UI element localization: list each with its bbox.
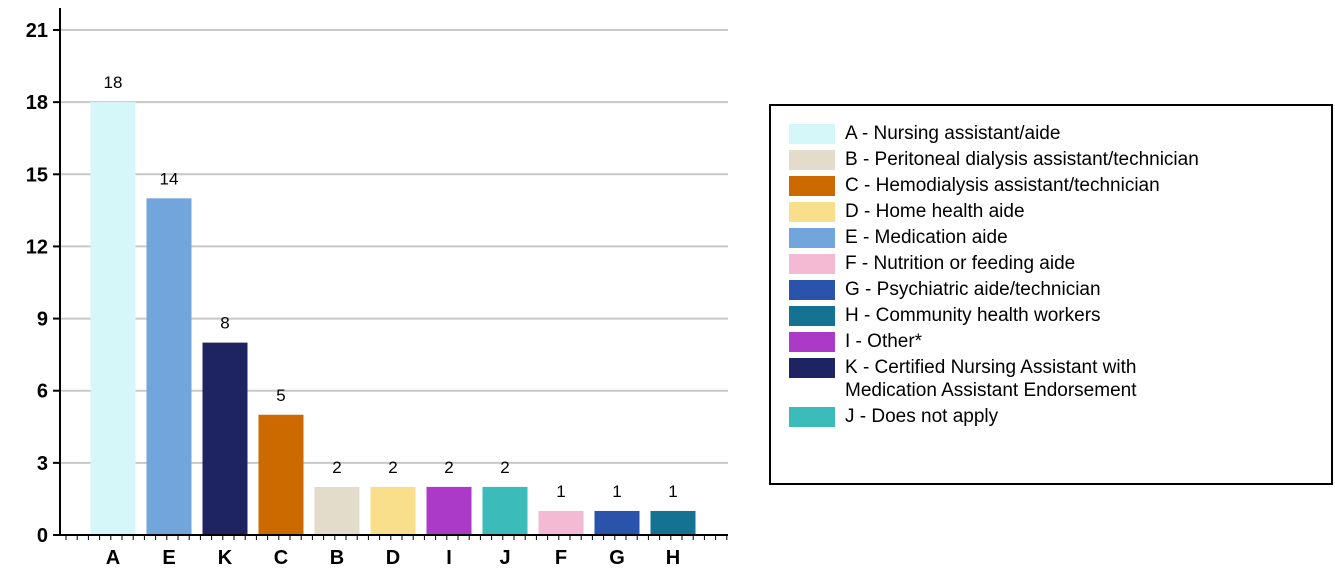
legend-item: D - Home health aide xyxy=(789,200,1331,223)
legend-item: H - Community health workers xyxy=(789,304,1331,327)
y-tick-label: 3 xyxy=(37,453,48,475)
value-labels: 18 14 8 5 2 2 2 2 1 1 1 xyxy=(104,73,678,501)
legend-label: F - Nutrition or feeding aide xyxy=(845,253,1076,274)
x-tick-label: B xyxy=(330,547,344,569)
bar-h xyxy=(650,510,696,535)
value-label: 5 xyxy=(276,386,285,405)
legend-item: I - Other* xyxy=(789,330,1331,353)
x-tick-label: H xyxy=(666,547,680,569)
legend-label: E - Medication aide xyxy=(845,227,1008,248)
legend-label: K - Certified Nursing Assistant with Med… xyxy=(845,357,1137,401)
y-tick-label: 9 xyxy=(37,309,48,331)
legend-swatch xyxy=(789,332,835,352)
legend: A - Nursing assistant/aide B - Peritoneal… xyxy=(769,104,1333,485)
bar-e xyxy=(146,198,192,536)
value-label: 1 xyxy=(612,482,621,501)
value-label: 2 xyxy=(388,458,397,477)
legend-item: J - Does not apply xyxy=(789,405,1331,428)
legend-label: D - Home health aide xyxy=(845,201,1025,222)
legend-label: C - Hemodialysis assistant/technician xyxy=(845,175,1160,196)
bar-c xyxy=(258,414,304,535)
legend-item: E - Medication aide xyxy=(789,226,1331,249)
x-tick-label: D xyxy=(386,547,400,569)
legend-label: A - Nursing assistant/aide xyxy=(845,123,1061,144)
x-tick-label: A xyxy=(106,547,120,569)
y-tick-label: 15 xyxy=(26,164,48,186)
legend-swatch xyxy=(789,124,835,144)
legend-label: J - Does not apply xyxy=(845,406,999,427)
legend-item: B - Peritoneal dialysis assistant/techni… xyxy=(789,148,1331,171)
legend-swatch xyxy=(789,407,835,427)
legend-swatch xyxy=(789,358,835,378)
bar-k xyxy=(202,342,248,535)
legend-swatch xyxy=(789,176,835,196)
y-tick-label: 0 xyxy=(37,525,48,547)
legend-swatch xyxy=(789,280,835,300)
legend-swatch xyxy=(789,306,835,326)
value-label: 2 xyxy=(444,458,453,477)
legend-swatch xyxy=(789,202,835,222)
value-label: 1 xyxy=(668,482,677,501)
y-tick-label: 12 xyxy=(26,236,48,258)
value-label: 18 xyxy=(104,73,123,92)
legend-label: B - Peritoneal dialysis assistant/techni… xyxy=(845,149,1199,170)
x-tick-label: G xyxy=(609,547,625,569)
value-label: 2 xyxy=(500,458,509,477)
x-tick-label: K xyxy=(218,547,233,569)
y-axis-ticks: 0 3 6 9 12 15 18 21 xyxy=(26,20,60,547)
x-tick-label: E xyxy=(162,547,175,569)
bar-b xyxy=(314,486,360,535)
value-label: 8 xyxy=(220,314,229,333)
bar-f xyxy=(538,510,584,535)
y-tick-label: 6 xyxy=(37,381,48,403)
y-tick-label: 21 xyxy=(26,20,48,42)
bar-a xyxy=(90,102,136,536)
x-tick-label: J xyxy=(499,547,510,569)
bar-j xyxy=(482,486,528,535)
bar-d xyxy=(370,486,416,535)
value-label: 14 xyxy=(160,169,179,188)
legend-item: F - Nutrition or feeding aide xyxy=(789,252,1331,275)
legend-swatch xyxy=(789,150,835,170)
y-tick-label: 18 xyxy=(26,92,48,114)
bar-g xyxy=(594,510,640,535)
legend-label: G - Psychiatric aide/technician xyxy=(845,279,1101,300)
legend-item: A - Nursing assistant/aide xyxy=(789,122,1331,145)
bar-i xyxy=(426,486,472,535)
x-tick-label: C xyxy=(274,547,288,569)
x-tick-label: I xyxy=(446,547,452,569)
value-label: 2 xyxy=(332,458,341,477)
legend-item: G - Psychiatric aide/technician xyxy=(789,278,1331,301)
legend-item: C - Hemodialysis assistant/technician xyxy=(789,174,1331,197)
legend-label: I - Other* xyxy=(845,331,923,352)
legend-item: K - Certified Nursing Assistant with Med… xyxy=(789,356,1331,402)
bars xyxy=(90,102,696,536)
legend-label: H - Community health workers xyxy=(845,305,1101,326)
legend-swatch xyxy=(789,254,835,274)
value-label: 1 xyxy=(556,482,565,501)
legend-swatch xyxy=(789,228,835,248)
x-tick-label: F xyxy=(555,547,567,569)
